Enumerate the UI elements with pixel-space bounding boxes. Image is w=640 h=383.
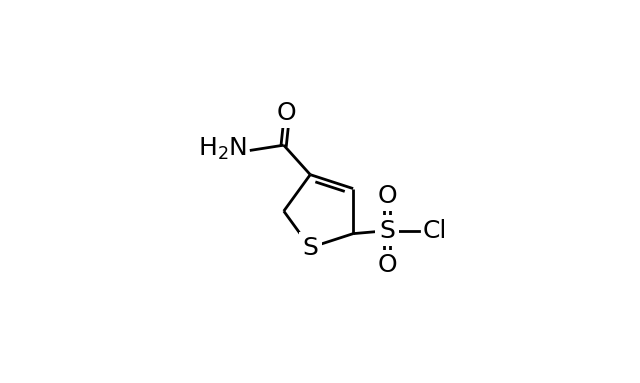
Text: O: O [377,184,397,208]
Text: H$_2$N: H$_2$N [198,136,248,162]
Text: O: O [277,101,296,125]
Text: S: S [379,219,395,243]
Text: S: S [302,236,318,260]
Text: O: O [377,253,397,277]
Text: Cl: Cl [422,219,447,243]
